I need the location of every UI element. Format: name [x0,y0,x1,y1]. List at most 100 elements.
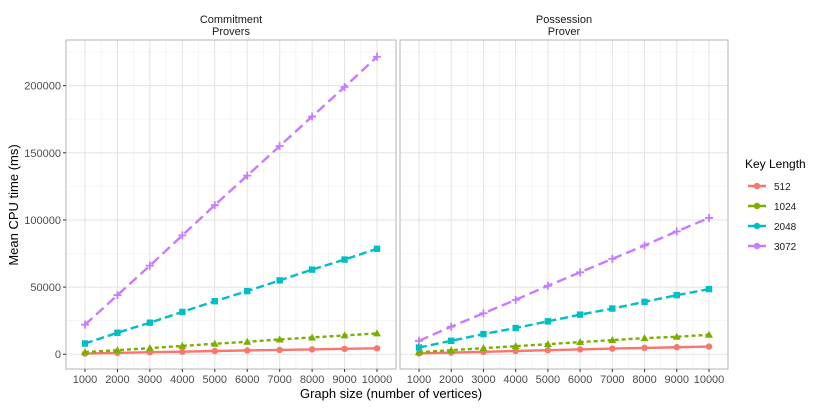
y-tick-label: 100000 [24,215,61,227]
x-tick-label: 9000 [332,374,356,386]
data-point [146,319,154,326]
data-point [415,336,423,345]
data-point [543,281,552,290]
data-point [576,268,585,277]
x-tick-label: 10000 [362,374,393,386]
data-point [576,346,584,353]
data-point [512,347,519,355]
data-point [705,343,713,350]
legend-label: 1024 [774,202,797,213]
legend-label: 3072 [774,242,797,253]
legend-item-1024: 1024 [748,202,797,213]
data-point [179,348,186,355]
data-point [243,171,252,180]
data-point [576,338,585,346]
legend-item-2048: 2048 [748,222,797,233]
y-tick-label: 0 [55,349,61,361]
data-point [308,112,317,121]
data-point [308,266,316,273]
data-point [479,344,488,352]
legend-key-marker [753,202,761,210]
data-point [511,295,520,304]
data-point [576,311,584,318]
data-point [341,256,348,263]
x-tick-label: 1000 [407,374,431,386]
series-line [418,345,710,355]
data-point [210,201,219,210]
data-point [243,337,252,345]
data-point [81,320,89,329]
legend-key-marker [753,182,761,190]
data-point [308,333,317,341]
x-tick-label: 9000 [665,374,689,386]
data-point [81,340,89,347]
data-point [641,298,648,306]
x-tick-label: 2000 [105,374,129,386]
x-tick-label: 3000 [471,374,495,386]
data-point [511,342,520,350]
data-point [543,340,552,348]
x-tick-label: 3000 [138,374,162,386]
panel-border [65,39,397,370]
x-tick-label: 7000 [267,374,291,386]
series-line [418,287,710,349]
series-2048 [415,285,713,351]
data-point [640,334,649,342]
data-point [479,309,488,318]
data-point [145,344,154,352]
data-point [447,322,456,331]
data-point [373,345,381,352]
panel-title-line2: Prover [548,26,581,38]
data-point [448,337,455,344]
series-line [84,55,378,326]
x-tick-label: 1000 [73,374,97,386]
data-point [640,241,649,250]
data-point [210,339,219,347]
x-tick-label: 6000 [568,374,592,386]
y-axis-label: Mean CPU time (ms) [6,144,21,265]
legend-key-marker [753,222,761,230]
data-point [179,308,186,316]
data-point [340,331,349,339]
legend-label: 512 [774,182,791,193]
data-point [672,332,681,340]
data-point [276,277,283,284]
series-line [84,347,378,355]
data-point [113,291,122,300]
data-point [608,254,617,263]
data-point [340,83,349,91]
data-point [114,329,121,336]
data-point [113,346,122,354]
panel-title-line1: Possession [536,14,592,26]
series-3072 [415,213,713,345]
data-point [211,297,218,305]
y-tick-label: 200000 [24,81,61,93]
x-tick-label: 8000 [632,374,656,386]
data-point [480,330,487,338]
data-point [373,52,381,61]
data-point [512,324,519,332]
y-tick-label: 50000 [30,282,61,294]
legend-key-marker [753,242,761,250]
legend-item-3072: 3072 [748,242,797,253]
data-point [544,318,552,325]
data-point [178,341,187,349]
x-tick-label: 5000 [536,374,560,386]
data-point [608,336,617,344]
data-point [275,142,284,151]
x-tick-label: 2000 [439,374,463,386]
data-point [705,285,713,293]
data-point [275,335,284,343]
data-point [415,348,423,356]
series-2048 [81,245,381,347]
y-tick-label: 150000 [24,148,61,160]
data-point [145,261,154,270]
x-tick-label: 4000 [503,374,527,386]
data-point [705,213,713,222]
x-tick-label: 10000 [694,374,725,386]
series-1024 [415,330,713,356]
data-point [81,348,89,356]
